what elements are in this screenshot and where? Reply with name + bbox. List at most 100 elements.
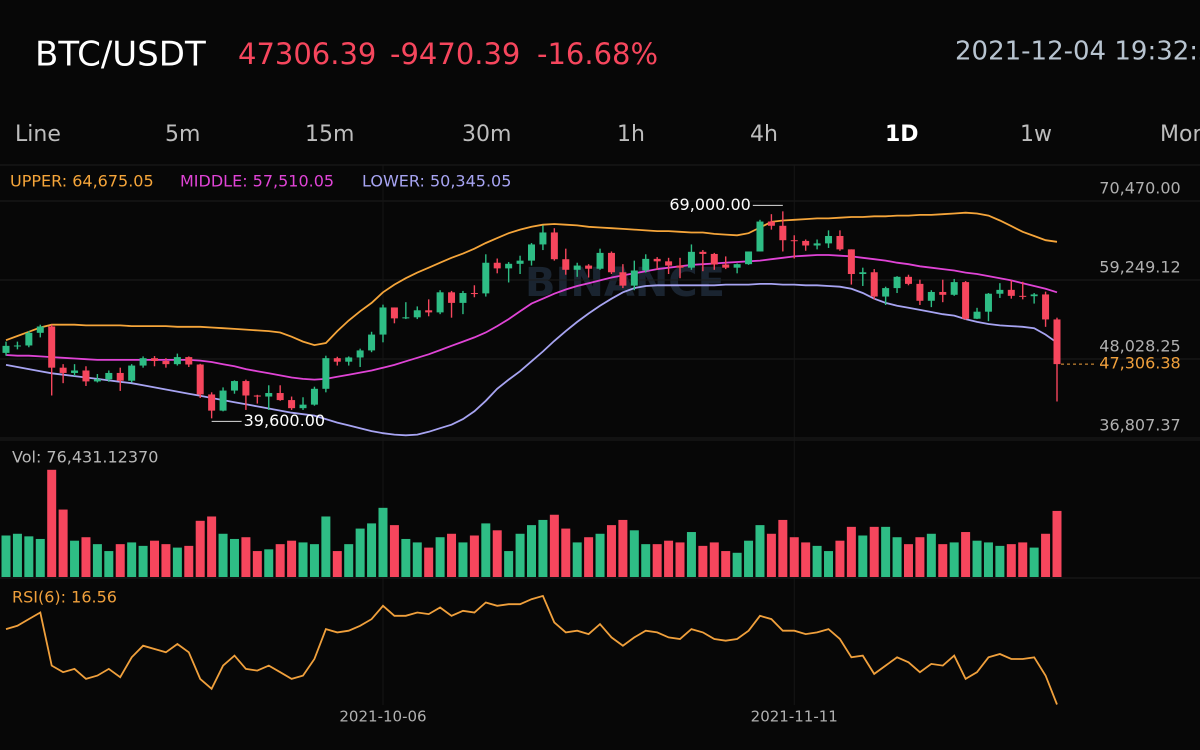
y-tick-label: 70,470.00	[1099, 178, 1180, 197]
candle-body	[299, 404, 307, 409]
candle-body	[482, 262, 490, 294]
volume-bar	[744, 540, 754, 577]
candle-body	[230, 381, 238, 391]
candle-body	[208, 394, 216, 411]
candle-body	[756, 221, 764, 252]
candle-body	[436, 292, 444, 313]
volume-bar	[858, 535, 868, 577]
timeframe-tab[interactable]: 1h	[617, 122, 645, 147]
candle-body	[151, 358, 159, 361]
candle-body	[402, 317, 410, 319]
volume-bar	[812, 545, 822, 577]
candle-body	[904, 276, 912, 284]
volume-bar	[835, 540, 845, 577]
candle-body	[859, 272, 867, 275]
candle-body	[790, 240, 798, 242]
volume-bar	[367, 523, 377, 577]
candle-body	[242, 381, 250, 396]
volume-bar	[538, 519, 548, 577]
timeframe-tab[interactable]: 1D	[885, 122, 919, 147]
timeframe-tab[interactable]: 30m	[462, 122, 511, 147]
candle-body	[310, 388, 318, 405]
candle-body	[493, 262, 501, 269]
volume-bar	[1041, 533, 1051, 577]
candle-body	[1030, 294, 1038, 297]
volume-bar	[664, 540, 674, 577]
volume-bar	[915, 537, 925, 577]
candle-body	[767, 221, 775, 226]
volume-bar	[698, 545, 708, 577]
candle-body	[459, 293, 467, 303]
x-tick-label: 2021-10-06	[339, 708, 426, 726]
candle-body	[939, 291, 947, 295]
candle-body	[984, 293, 992, 312]
candle-body	[539, 232, 547, 245]
candle-body	[722, 264, 730, 268]
volume-bar	[504, 551, 514, 577]
volume-bar	[207, 516, 217, 577]
timeframe-tab[interactable]: Mor	[1160, 122, 1200, 147]
volume-bar	[1, 535, 11, 577]
timeframe-tab[interactable]: 5m	[165, 122, 200, 147]
candle-body	[996, 289, 1004, 294]
candle-body	[825, 235, 833, 244]
volume-bar	[561, 528, 571, 577]
volume-bar	[926, 533, 936, 577]
candle-body	[550, 232, 558, 260]
candle-body	[562, 259, 570, 270]
volume-bar	[172, 547, 182, 577]
volume-bar	[1006, 544, 1016, 577]
band-line	[5, 283, 1058, 437]
candle-body	[390, 307, 398, 319]
volume-bar	[229, 538, 239, 577]
volume-bar	[515, 533, 525, 577]
volume-bar	[1029, 547, 1039, 577]
candle-body	[802, 240, 810, 246]
timeframe-tab[interactable]: Line	[15, 122, 61, 147]
volume-bar	[801, 542, 811, 577]
candle-body	[596, 252, 604, 269]
volume-bar	[881, 526, 891, 577]
candle-body	[48, 326, 56, 368]
timeframe-tab[interactable]: 4h	[750, 122, 778, 147]
volume-bar	[869, 526, 879, 577]
annotation: 69,000.00	[669, 195, 750, 214]
volume-bar	[1052, 510, 1062, 577]
candle-body	[745, 251, 753, 265]
volume-bar	[378, 507, 388, 577]
timeframe-tab[interactable]: 1w	[1020, 122, 1052, 147]
volume-bar	[995, 545, 1005, 577]
volume-bar	[81, 537, 91, 577]
candle-body	[585, 265, 593, 269]
candle-body	[345, 357, 353, 362]
band-line	[5, 211, 1058, 347]
candle-body	[710, 253, 718, 265]
volume-bar	[424, 547, 434, 577]
volume-bar	[309, 544, 319, 577]
candle-body	[893, 276, 901, 289]
candle-body	[368, 334, 376, 351]
candle-body	[379, 307, 387, 335]
volume-bar	[275, 544, 285, 577]
volume-bar	[161, 544, 171, 577]
candle-body	[847, 249, 855, 275]
timeframe-tab[interactable]: 15m	[305, 122, 354, 147]
pair: BTC/USDT	[35, 35, 206, 75]
volume-bar	[287, 540, 297, 577]
candle-body	[653, 258, 661, 262]
volume-bar	[584, 537, 594, 577]
candle-body	[528, 244, 535, 261]
volume-bar	[629, 530, 639, 577]
volume-bar	[355, 528, 365, 577]
candle-body	[642, 258, 650, 271]
candle-body	[196, 364, 204, 395]
candle-body	[916, 283, 924, 301]
candle-body	[356, 350, 364, 358]
volume-bar	[527, 525, 536, 577]
candle-body	[162, 360, 170, 365]
volume-bar	[447, 533, 457, 577]
change-pct: -16.68%	[537, 37, 658, 71]
volume-bar	[641, 544, 651, 577]
rsi-label: RSI(6): 16.56	[12, 588, 117, 607]
candle-body	[105, 372, 113, 380]
